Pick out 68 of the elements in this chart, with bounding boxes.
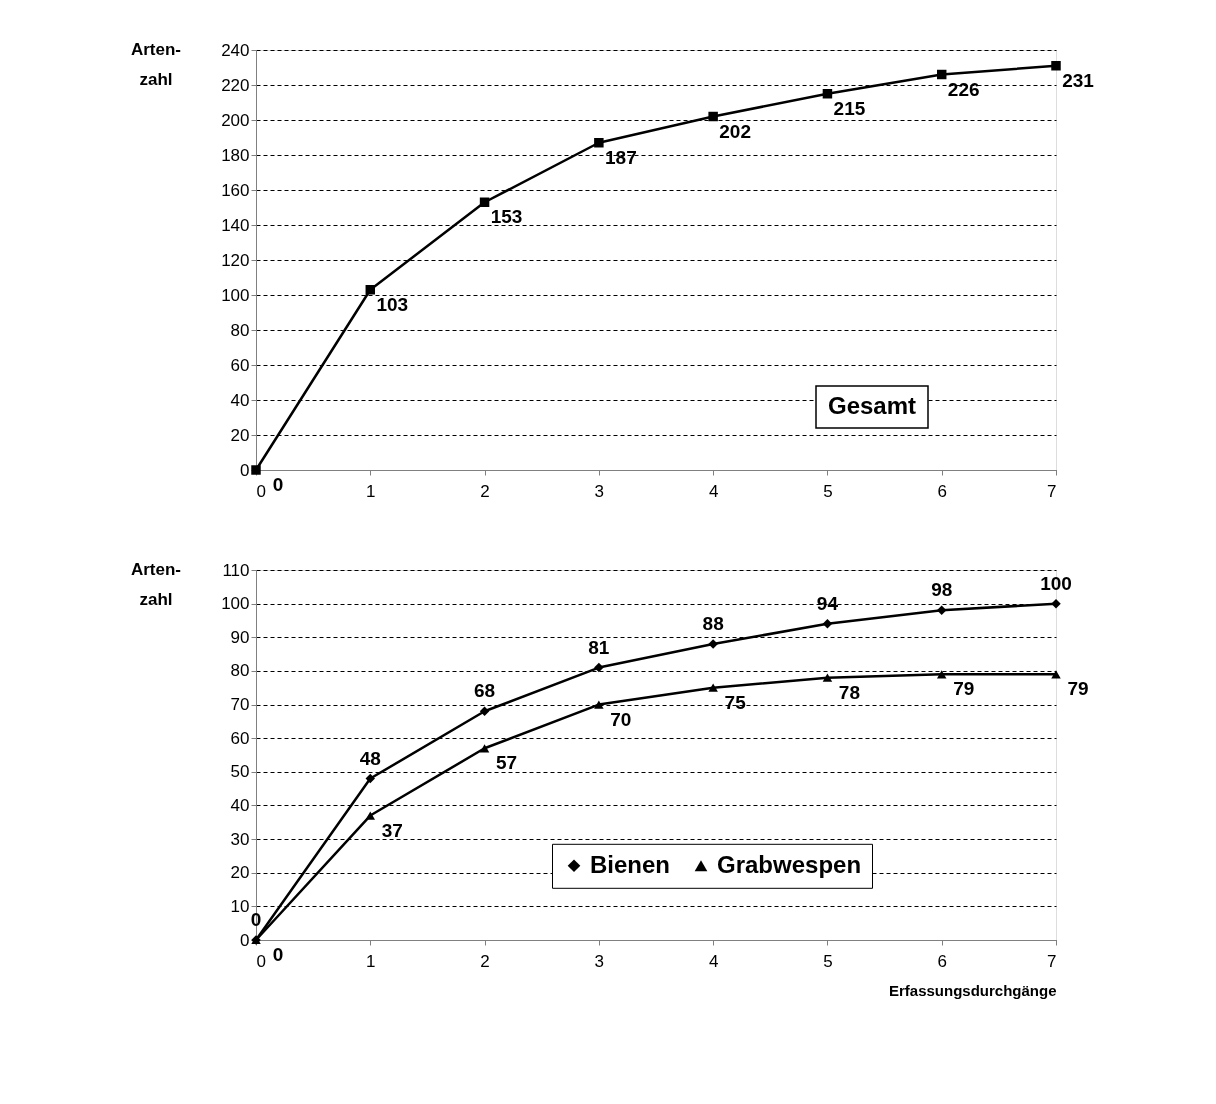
y-tick-label: 90	[230, 627, 250, 647]
data-label: 70	[610, 708, 632, 730]
x-tick-label: 7	[1047, 481, 1057, 501]
y-tick-label: 0	[240, 460, 250, 480]
data-label: 88	[702, 613, 724, 634]
data-label: 226	[947, 78, 980, 100]
y-tick-label: 240	[221, 40, 250, 60]
y-tick-label: 100	[221, 594, 250, 614]
x-tick-label: 6	[937, 951, 947, 971]
data-label: 202	[719, 120, 751, 142]
legend-label: Bienen	[590, 850, 671, 878]
x-tick-label: 0	[256, 951, 266, 971]
data-label: 79	[953, 678, 975, 700]
y-tick-label: 70	[230, 695, 250, 715]
y-tick-label: 110	[222, 560, 250, 580]
y-tick-label: 40	[230, 390, 250, 410]
y-tick-label: 50	[230, 762, 250, 782]
x-tick-label: 7	[1047, 951, 1057, 971]
y-tick-label: 20	[230, 425, 250, 445]
text: Gesamt	[827, 392, 917, 419]
y-tick-label: 200	[221, 110, 250, 130]
data-label: 231	[1062, 69, 1095, 91]
y-axis-title: Arten- zahl	[130, 560, 182, 609]
x-tick-label: 4	[708, 951, 719, 971]
x-axis-title: Erfassungsdurchgänge	[888, 981, 1057, 999]
y-tick-label: 160	[221, 180, 250, 200]
data-label: 79	[1067, 678, 1089, 700]
data-label: 37	[381, 819, 403, 841]
data-label: 215	[833, 97, 866, 119]
x-tick-label: 2	[480, 951, 490, 971]
y-tick-label: 40	[230, 795, 250, 815]
y-tick-label: 60	[230, 728, 250, 748]
y-tick-label: 60	[230, 355, 250, 375]
x-tick-label: 5	[823, 951, 833, 971]
x-tick-label: 1	[366, 951, 376, 971]
y-tick-label: 80	[230, 661, 250, 681]
x-tick-label: 3	[594, 951, 605, 971]
y-tick-label: 140	[221, 215, 250, 235]
data-label: 48	[359, 747, 381, 769]
x-tick-label: 6	[937, 481, 947, 501]
y-tick-label: 120	[221, 250, 250, 270]
legend-label: Grabwespen	[717, 850, 862, 878]
y-tick-label: 30	[230, 829, 250, 849]
y-tick-label: 10	[230, 896, 250, 916]
y-tick-label: 80	[230, 320, 250, 340]
data-label: 78	[838, 681, 860, 703]
data-label: 153	[490, 206, 523, 228]
data-label: 187	[605, 146, 637, 168]
x-tick-label: 5	[823, 481, 833, 501]
x-tick-label: 0	[256, 481, 266, 501]
data-label: 103	[376, 293, 409, 315]
data-label: 57	[496, 752, 518, 774]
y-tick-label: 20	[230, 863, 250, 883]
data-label: 94	[816, 592, 839, 614]
x-tick-label: 1	[366, 481, 376, 501]
x-tick-label: 2	[480, 481, 490, 501]
data-label: 75	[724, 691, 747, 713]
y-axis-title: Arten- zahl	[130, 40, 182, 89]
x-tick-label: 4	[708, 481, 719, 501]
data-label: 81	[588, 636, 610, 658]
data-label: 68	[474, 680, 496, 702]
y-tick-label: 0	[240, 930, 250, 950]
y-tick-label: 180	[221, 145, 250, 165]
y-tick-label: 220	[221, 75, 250, 95]
x-tick-label: 3	[594, 481, 605, 501]
data-label: 100	[1040, 572, 1072, 594]
y-tick-label: 100	[221, 285, 250, 305]
data-label: 98	[931, 579, 953, 601]
